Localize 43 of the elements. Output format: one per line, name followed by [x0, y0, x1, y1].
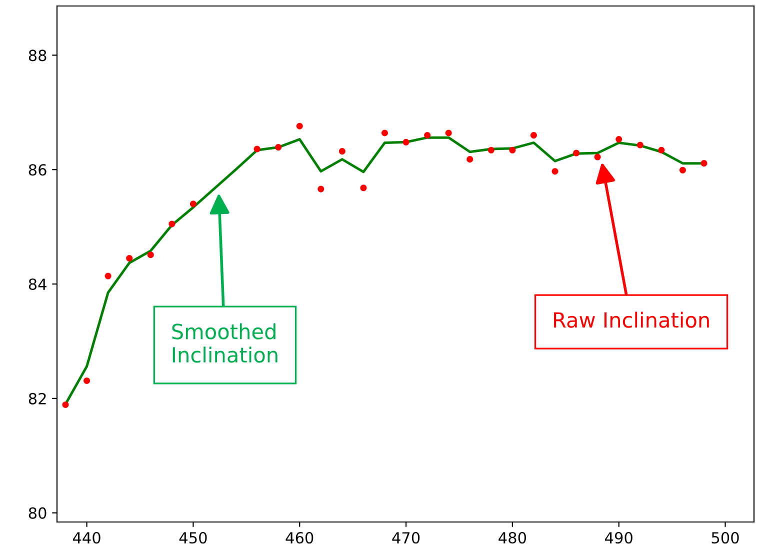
y-tick-label: 88 [28, 50, 46, 62]
point [700, 160, 708, 167]
point [616, 136, 622, 143]
point [509, 146, 516, 154]
point [104, 272, 112, 280]
x-tick-label: 460 [286, 532, 314, 544]
x-tick-label: 490 [605, 532, 632, 544]
point [275, 144, 282, 151]
point [84, 377, 90, 384]
point [466, 156, 474, 163]
point [594, 154, 601, 160]
point [552, 168, 558, 175]
x-tick-label: 440 [72, 532, 100, 544]
point [445, 130, 452, 136]
point [296, 122, 303, 130]
x-tick-label: 500 [712, 532, 739, 544]
point [254, 146, 260, 152]
point [573, 150, 580, 156]
point [126, 255, 133, 262]
annotation: Smoothed Inclination [172, 323, 278, 363]
x-tick-label: 480 [498, 532, 526, 544]
point [530, 132, 537, 139]
annotation: Raw Inclination [554, 312, 709, 328]
y-tick-label: 86 [28, 164, 46, 176]
point [62, 401, 69, 408]
y-tick-label: 84 [28, 278, 46, 290]
y-tick-label: 82 [28, 392, 46, 404]
point [360, 184, 367, 192]
point [190, 200, 196, 208]
x-tick-label: 450 [179, 532, 207, 544]
point [168, 220, 176, 228]
point [636, 142, 644, 148]
point [147, 252, 154, 258]
point [424, 132, 431, 139]
point [488, 146, 494, 154]
x-tick-label: 470 [392, 532, 420, 544]
point [338, 148, 346, 155]
point [658, 146, 665, 154]
point [318, 186, 324, 192]
point [402, 138, 410, 146]
y-tick-label: 80 [28, 507, 46, 519]
point [679, 166, 686, 174]
point [381, 130, 388, 136]
